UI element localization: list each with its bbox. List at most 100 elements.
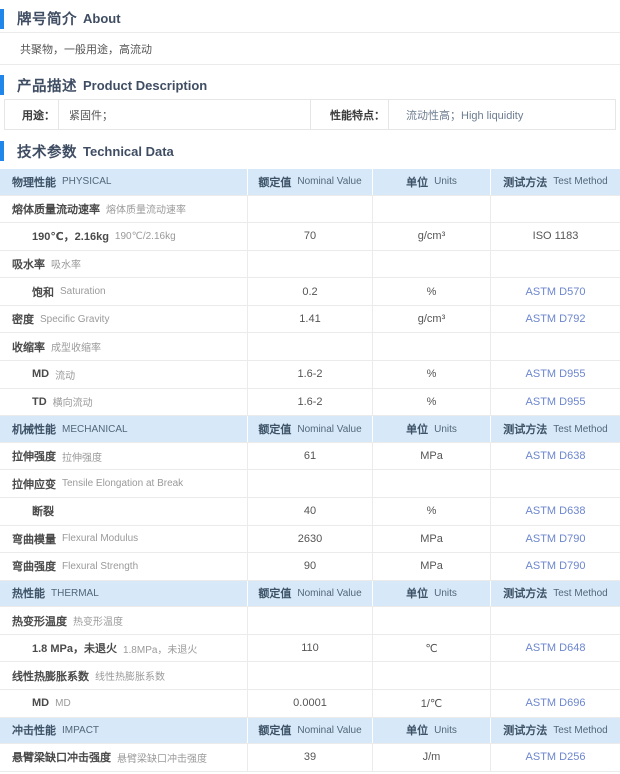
nominal-value-cell: 110 bbox=[247, 634, 372, 662]
test-method-cell bbox=[490, 195, 620, 223]
about-section-header: 牌号简介 About bbox=[0, 5, 620, 33]
method-header-zh: 测试方法 bbox=[503, 424, 548, 436]
feature-value: 流动性高；High liquidity bbox=[406, 109, 524, 122]
property-name-zh: 1.8 MPa，未退火 bbox=[32, 643, 117, 656]
units-cell: 单位 Units bbox=[372, 416, 490, 442]
test-method-link[interactable]: ASTM D955 bbox=[525, 395, 586, 408]
description-section-header: 产品描述 Product Description bbox=[0, 71, 620, 99]
technical-title-zh: 技术参数 bbox=[17, 144, 77, 161]
units-cell: g/cm³ bbox=[372, 305, 490, 333]
units-value: 1/℃ bbox=[420, 697, 443, 710]
property-name-zh: 拉伸强度 bbox=[12, 451, 56, 464]
units-header-en: Units bbox=[434, 423, 457, 435]
property-name-en: 线性热膨胀系数 bbox=[95, 672, 165, 684]
test-method-link[interactable]: ASTM D638 bbox=[525, 450, 586, 463]
units-cell: ℃ bbox=[372, 634, 490, 662]
test-method-link[interactable]: ASTM D648 bbox=[525, 642, 586, 655]
nominal-value-cell bbox=[247, 662, 372, 689]
method-header-en: Test Method bbox=[553, 176, 608, 188]
property-name-cell: 弯曲模量 Flexural Modulus bbox=[0, 526, 247, 553]
table-section-header-row: 热性能 THERMAL 额定值 Nominal Value 单位 Units 测试方法 Tes… bbox=[0, 580, 620, 608]
units-cell: MPa bbox=[372, 525, 490, 553]
nominal-value-cell bbox=[247, 195, 372, 223]
units-header-en: Units bbox=[434, 724, 457, 736]
property-name-cell: 线性热膨胀系数 线性热膨胀系数 bbox=[0, 662, 247, 689]
test-method-cell bbox=[490, 470, 620, 497]
units-cell: MPa bbox=[372, 442, 490, 470]
nominal-value-cell bbox=[247, 250, 372, 278]
nominal-value-cell: 2630 bbox=[247, 525, 372, 553]
test-method-link[interactable]: ASTM D792 bbox=[525, 313, 586, 326]
property-name-cell: 机械性能 MECHANICAL bbox=[0, 416, 247, 442]
nominal-value-cell bbox=[247, 333, 372, 361]
method-header-en: Test Method bbox=[553, 587, 608, 599]
property-name-zh: 吸水率 bbox=[12, 258, 45, 271]
property-name-zh: 物理性能 bbox=[12, 176, 56, 189]
property-name-en: 拉伸强度 bbox=[62, 452, 102, 464]
value-header-en: Nominal Value bbox=[297, 176, 362, 188]
property-name-en: 190℃/2.16kg bbox=[114, 230, 176, 242]
property-name-en: 1.8MPa，未退火 bbox=[122, 644, 198, 656]
property-name-cell: 190℃，2.16kg 190℃/2.16kg bbox=[0, 223, 247, 250]
test-method-link[interactable]: ASTM D790 bbox=[525, 560, 586, 573]
property-name-en: Specific Gravity bbox=[40, 313, 110, 325]
test-method-link[interactable]: ASTM D790 bbox=[525, 532, 586, 545]
table-row: MD 流动 1.6-2% ASTM D955 bbox=[0, 361, 620, 389]
units-value: J/m bbox=[422, 751, 441, 764]
units-cell: % bbox=[372, 497, 490, 525]
property-name-cell: 热变形温度 热变形温度 bbox=[0, 607, 247, 634]
property-name-cell: 熔体质量流动速率 熔体质量流动速率 bbox=[0, 196, 247, 223]
test-method-cell bbox=[490, 333, 620, 361]
units-value: % bbox=[426, 368, 437, 381]
test-method-cell: 测试方法 Test Method bbox=[490, 169, 620, 195]
property-name-cell: 密度 Specific Gravity bbox=[0, 306, 247, 333]
units-value: ℃ bbox=[425, 642, 438, 655]
test-method-link[interactable]: ASTM D638 bbox=[525, 505, 586, 518]
table-row: 密度 Specific Gravity 1.41 g/cm³ ASTM D792 bbox=[0, 305, 620, 334]
nominal-value: 0.2 bbox=[302, 285, 318, 298]
property-name-cell: 收缩率 成型收缩率 bbox=[0, 333, 247, 360]
units-value: MPa bbox=[420, 450, 443, 463]
property-name-zh: 冲击性能 bbox=[12, 725, 56, 738]
property-name-cell: 物理性能 PHYSICAL bbox=[0, 169, 247, 195]
property-name-zh: 饱和 bbox=[32, 286, 54, 299]
property-name-cell: 饱和 Saturation bbox=[0, 278, 247, 305]
units-header-zh: 单位 bbox=[406, 176, 429, 189]
description-info-table: 用途： 紧固件； 性能特点： 流动性高；High liquidity bbox=[4, 99, 616, 130]
test-method-link[interactable]: ASTM D696 bbox=[525, 697, 586, 710]
property-name-cell: MD MD bbox=[0, 690, 247, 717]
value-header-zh: 额定值 bbox=[258, 725, 292, 738]
method-header-en: Test Method bbox=[553, 423, 608, 435]
table-row: 拉伸强度 拉伸强度 61 MPa ASTM D638 bbox=[0, 442, 620, 471]
datasheet-page: 牌号简介 About 共聚物，一般用途，高流动 产品描述 Product Des… bbox=[0, 5, 620, 774]
test-method-link[interactable]: ASTM D955 bbox=[525, 368, 586, 381]
technical-table-body: 物理性能 PHYSICAL 额定值 Nominal Value 单位 Units 测试方法 T… bbox=[0, 169, 620, 772]
units-header-en: Units bbox=[434, 587, 457, 599]
test-method-cell: ASTM D256 bbox=[490, 744, 620, 771]
property-name-cell: 拉伸应变 Tensile Elongation at Break bbox=[0, 470, 247, 497]
nominal-value-cell: 70 bbox=[247, 223, 372, 250]
table-row: TD 横向流动 1.6-2% ASTM D955 bbox=[0, 388, 620, 417]
table-row: 弯曲强度 Flexural Strength 90 MPa ASTM D790 bbox=[0, 553, 620, 581]
property-name-en: Flexural Modulus bbox=[62, 533, 139, 545]
nominal-value-cell: 0.2 bbox=[247, 278, 372, 305]
units-value: % bbox=[426, 395, 437, 408]
property-name-en: 熔体质量流动速率 bbox=[106, 205, 186, 217]
test-method-cell: ASTM D570 bbox=[490, 278, 620, 305]
value-header-zh: 额定值 bbox=[258, 176, 292, 189]
property-name-en: MECHANICAL bbox=[62, 423, 128, 435]
usage-value: 紧固件； bbox=[69, 109, 113, 122]
table-section-header-row: 物理性能 PHYSICAL 额定值 Nominal Value 单位 Units 测试方法 T… bbox=[0, 169, 620, 196]
property-name-en: THERMAL bbox=[51, 587, 99, 599]
test-method-cell bbox=[490, 250, 620, 278]
test-method-cell: ISO 1183 bbox=[490, 223, 620, 250]
nominal-value-cell: 额定值 Nominal Value bbox=[247, 416, 372, 442]
nominal-value-cell: 1.41 bbox=[247, 305, 372, 333]
test-method-link[interactable]: ASTM D256 bbox=[525, 751, 586, 764]
accent-bar bbox=[0, 141, 4, 161]
test-method-link[interactable]: ASTM D570 bbox=[525, 285, 586, 298]
table-row: 吸水率 吸水率 bbox=[0, 250, 620, 279]
property-name-zh: MD bbox=[32, 368, 50, 381]
property-name-zh: 断裂 bbox=[32, 506, 54, 519]
table-section-header-row: 冲击性能 IMPACT 额定值 Nominal Value 单位 Units 测试方法 Tes… bbox=[0, 717, 620, 745]
